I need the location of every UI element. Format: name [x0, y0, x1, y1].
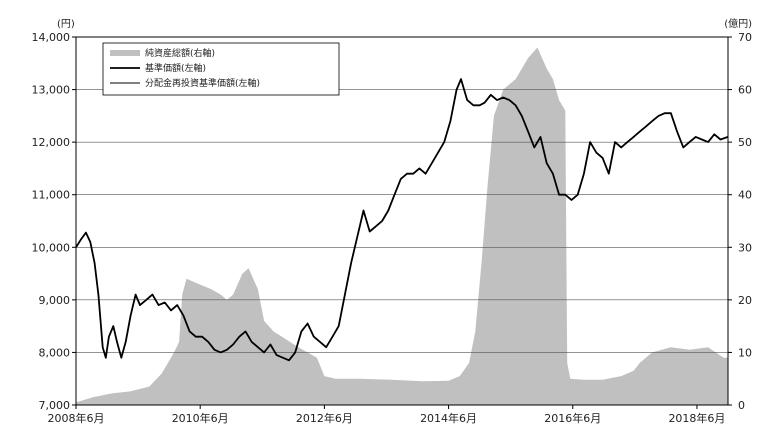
plot-border [75, 36, 729, 406]
x-tick-label-0: 2008年6月 [48, 411, 105, 425]
left-tick-label-5: 12,000 [32, 136, 71, 149]
x-tick-label-4: 2016年6月 [544, 411, 601, 425]
left-tick-label-2: 9,000 [39, 294, 71, 307]
x-tick-label-2: 2012年6月 [296, 411, 353, 425]
left-tick-label-4: 11,000 [32, 189, 71, 202]
plot-frame [75, 36, 729, 406]
series-line-reinvested-nav [75, 78, 729, 361]
line-layer [75, 78, 729, 362]
left-tick-label-7: 14,000 [32, 31, 71, 44]
series-area-net-assets [76, 47, 728, 405]
legend-label-0: 純資産総額(右軸) [145, 47, 215, 59]
right-tick-label-5: 50 [738, 136, 752, 149]
area-layer [76, 47, 728, 405]
right-tick-label-3: 30 [738, 241, 752, 254]
legend: 純資産総額(右軸) 基準価額(左軸) 分配金再投資基準価額(左軸) [102, 42, 340, 96]
legend-label-1: 基準価額(左軸) [145, 62, 206, 74]
left-tick-label-0: 7,000 [39, 399, 71, 412]
gridlines [76, 89, 728, 353]
series-line-nav [75, 78, 729, 362]
x-tick-label-1: 2010年6月 [172, 411, 229, 425]
legend-swatch-0 [110, 50, 140, 56]
left-tick-label-3: 10,000 [32, 241, 71, 254]
legend-box [102, 42, 340, 96]
right-tick-label-2: 20 [738, 294, 752, 307]
axes: (円) (億円) 7,000 8,000 9,000 10,000 11,000 12,0… [32, 17, 753, 425]
right-tick-label-4: 40 [738, 189, 752, 202]
legend-label-2: 分配金再投資基準価額(左軸) [145, 77, 260, 89]
left-axis-unit: (円) [57, 19, 75, 30]
right-tick-label-7: 70 [738, 31, 752, 44]
right-tick-label-0: 0 [738, 399, 745, 412]
x-tick-label-5: 2018年6月 [668, 411, 725, 425]
right-axis-unit: (億円) [724, 17, 752, 30]
right-tick-label-6: 60 [738, 84, 752, 97]
left-tick-label-6: 13,000 [32, 84, 71, 97]
left-tick-label-1: 8,000 [39, 346, 71, 359]
right-tick-label-1: 10 [738, 346, 752, 359]
x-tick-label-3: 2014年6月 [420, 411, 477, 425]
